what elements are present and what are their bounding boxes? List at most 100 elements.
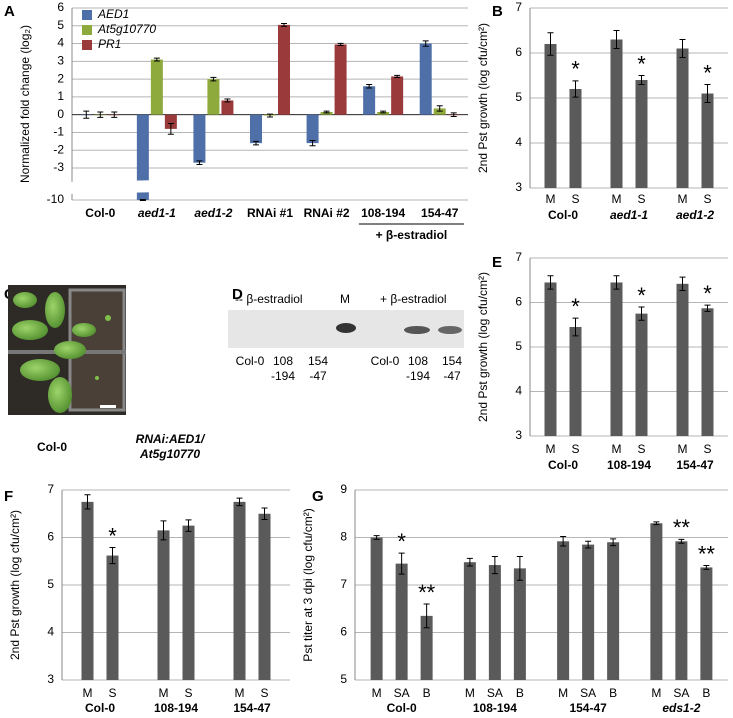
annotation: * [108,523,117,548]
lane-label: 154 [308,354,328,368]
error-bar [613,275,620,290]
y-axis-label: 2nd Pst growth (log cfu/cm²) [476,23,490,173]
y-tick-label: -1 [53,125,64,139]
bar [391,76,404,115]
error-bar [398,552,405,575]
legend-label: PR1 [98,37,121,51]
x-tick-label: SA [580,686,596,700]
error-bar [185,519,192,532]
y-tick-label: 4 [57,36,64,50]
bracket-label: + β-estradiol [376,228,448,242]
annotation: ** [673,515,691,540]
bar [700,567,713,680]
photo-caption: Col-0 [37,440,67,454]
error-bar [547,275,554,290]
error-bar [436,105,443,112]
annotation: * [571,294,580,319]
x-tick-label: 108-194 [361,206,405,220]
x-tick-label: S [703,192,711,206]
x-tick-label: S [637,442,645,456]
bar [544,282,557,436]
x-tick-label: SA [394,686,410,700]
bar [544,44,557,188]
y-tick-label: 0 [57,107,64,121]
x-tick-label: SA [487,686,503,700]
bar [676,48,689,188]
y-tick-label: -2 [53,142,64,156]
error-bar [704,84,711,103]
panel-letter: E [492,254,502,271]
bar [463,562,476,680]
bar [701,308,714,436]
x-tick-label: M [83,686,93,700]
group-label: aed1-1 [610,208,648,222]
error-bar [703,565,710,570]
x-tick-label: M [612,442,622,456]
annotation: * [703,60,712,85]
legend-label: AED1 [97,7,129,21]
blot-header: + β-estradiol [380,292,447,306]
y-axis-label: 2nd Pst growth (log cfu/cm²) [476,272,490,422]
y-axis-label: Normalized fold change (log₂) [18,25,32,183]
y-tick-label: 2 [57,71,64,85]
bar [650,523,663,680]
x-tick-label: B [423,686,431,700]
error-bar [196,160,203,165]
lane-label: -194 [271,369,295,383]
annotation: * [637,51,646,76]
bar [395,563,408,680]
x-tick-label: Col-0 [85,206,115,220]
bar [207,79,220,115]
error-bar [638,75,645,85]
error-bar [167,123,174,135]
lane-label: -47 [443,369,461,383]
y-tick-label: 5 [515,90,522,104]
bar [136,114,149,200]
error-bar [679,276,686,291]
y-tick-label: 6 [515,45,522,59]
annotation: ** [418,580,436,605]
bar [607,542,620,680]
error-bar [210,76,217,82]
y-tick-label: 6 [57,0,64,14]
error-bar [261,507,268,520]
x-tick-label: M [546,192,556,206]
bar [278,24,290,115]
legend-swatch [82,25,92,35]
panel-letter: G [312,488,324,505]
x-tick-label: S [108,686,116,700]
bar [334,44,347,115]
group-label: 154-47 [569,701,607,715]
y-tick-label: 5 [515,339,522,353]
bar [182,525,195,680]
bar [370,537,383,680]
group-label: eds1-2 [662,701,700,715]
y-tick-label: 6 [340,625,347,639]
error-bar [236,497,243,507]
bar [193,114,206,163]
bar [701,93,714,188]
bar [306,114,319,144]
x-tick-label: RNAi #1 [247,206,293,220]
error-bar [679,39,686,58]
legend-swatch [82,40,92,50]
error-bar [423,603,430,629]
x-tick-label: B [702,686,710,700]
x-tick-label: aed1-2 [194,206,232,220]
bar [513,568,526,680]
bar [569,89,582,188]
annotation: * [703,281,712,306]
y-tick-label: 4 [515,135,522,149]
group-label: Col-0 [387,701,417,715]
bar [582,544,595,680]
x-tick-label: M [612,192,622,206]
error-bar [323,110,330,114]
x-tick-label: aed1-1 [138,206,176,220]
y-axis-label: Pst titer at 3 dpi (log cfu/cm²) [301,508,315,661]
error-bar [585,540,592,549]
y-tick-label: 7 [515,0,522,14]
x-tick-label: M [678,192,688,206]
bar [106,555,119,680]
x-tick-label: S [703,442,711,456]
